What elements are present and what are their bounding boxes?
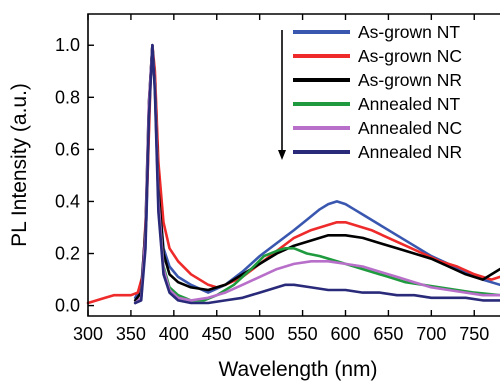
tick-labels: 300 350 400 450 500 550 600 650 700 750 0.0 0.2 0.4 0… — [55, 35, 489, 344]
tick-marks — [87, 14, 475, 316]
x-tick-label: 550 — [288, 324, 318, 344]
x-tick-label: 350 — [116, 324, 146, 344]
y-tick-label: 0.2 — [55, 244, 80, 264]
y-tick-label: 0.0 — [55, 296, 80, 316]
legend-label: Annealed NR — [358, 142, 462, 162]
axes — [87, 13, 500, 317]
x-tick-label: 300 — [73, 324, 103, 344]
down-arrow-head — [278, 150, 286, 160]
series-line-5 — [133, 43, 500, 305]
x-tick-label: 600 — [330, 324, 360, 344]
x-tick-label: 700 — [416, 324, 446, 344]
y-tick-label: 1.0 — [55, 35, 80, 55]
y-tick-label: 0.8 — [55, 87, 80, 107]
legend-label: Annealed NT — [358, 94, 460, 114]
plot-frame — [87, 13, 500, 317]
x-tick-label: 650 — [373, 324, 403, 344]
y-tick-label: 0.4 — [55, 191, 80, 211]
x-tick-label: 750 — [459, 324, 489, 344]
legend-label: As-grown NC — [358, 46, 462, 66]
y-tick-label: 0.6 — [55, 139, 80, 159]
legend: As-grown NT As-grown NC As-grown NR Anneale… — [293, 22, 462, 162]
legend-label: As-grown NT — [358, 22, 460, 42]
legend-label: Annealed NC — [358, 118, 462, 138]
y-axis-title: PL Intensity (a.u.) — [8, 83, 31, 247]
x-tick-label: 500 — [245, 324, 275, 344]
series-lines — [86, 43, 500, 305]
x-axis-title: Wavelength (nm) — [218, 358, 377, 381]
arrow-annotation — [278, 30, 286, 160]
x-tick-label: 400 — [159, 324, 189, 344]
legend-label: As-grown NR — [358, 70, 462, 90]
x-tick-label: 450 — [202, 324, 232, 344]
